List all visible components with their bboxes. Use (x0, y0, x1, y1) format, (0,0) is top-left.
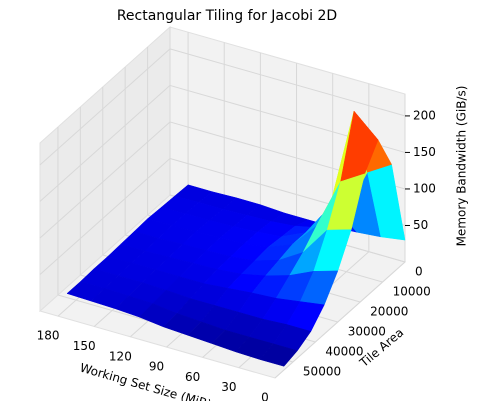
y-tick-label: 50000 (303, 365, 341, 379)
grid-line (274, 261, 406, 379)
x-tick-label: 60 (185, 370, 200, 384)
y-tick-label: 30000 (348, 325, 386, 339)
x-tick-label: 90 (149, 360, 164, 374)
grid-line (169, 48, 406, 117)
z-tick-label: 50 (413, 218, 428, 232)
y-tick-label: 20000 (370, 305, 408, 319)
grid-line (39, 85, 171, 202)
y-tick-label: 0 (415, 265, 423, 279)
grid-line (39, 121, 171, 239)
z-tick-label: 150 (413, 145, 436, 159)
x-tick-label: 30 (221, 380, 236, 394)
z-axis-label: Memory Bandwidth (GiB/s) (455, 86, 469, 247)
x-tick-label: 120 (109, 349, 132, 363)
x-tick-label: 150 (73, 339, 96, 353)
z-tick-label: 200 (413, 108, 436, 122)
chart-title: Rectangular Tiling for Jacobi 2D (117, 8, 337, 24)
y-tick-label: 10000 (393, 285, 431, 299)
x-tick-label: 180 (37, 329, 60, 343)
y-tick-label: 40000 (325, 345, 363, 359)
x-tick-label: 0 (261, 391, 269, 401)
z-tick-label: 100 (413, 181, 436, 195)
grid-line (39, 48, 171, 166)
grid-line (39, 158, 171, 275)
surface-cell (259, 343, 298, 367)
